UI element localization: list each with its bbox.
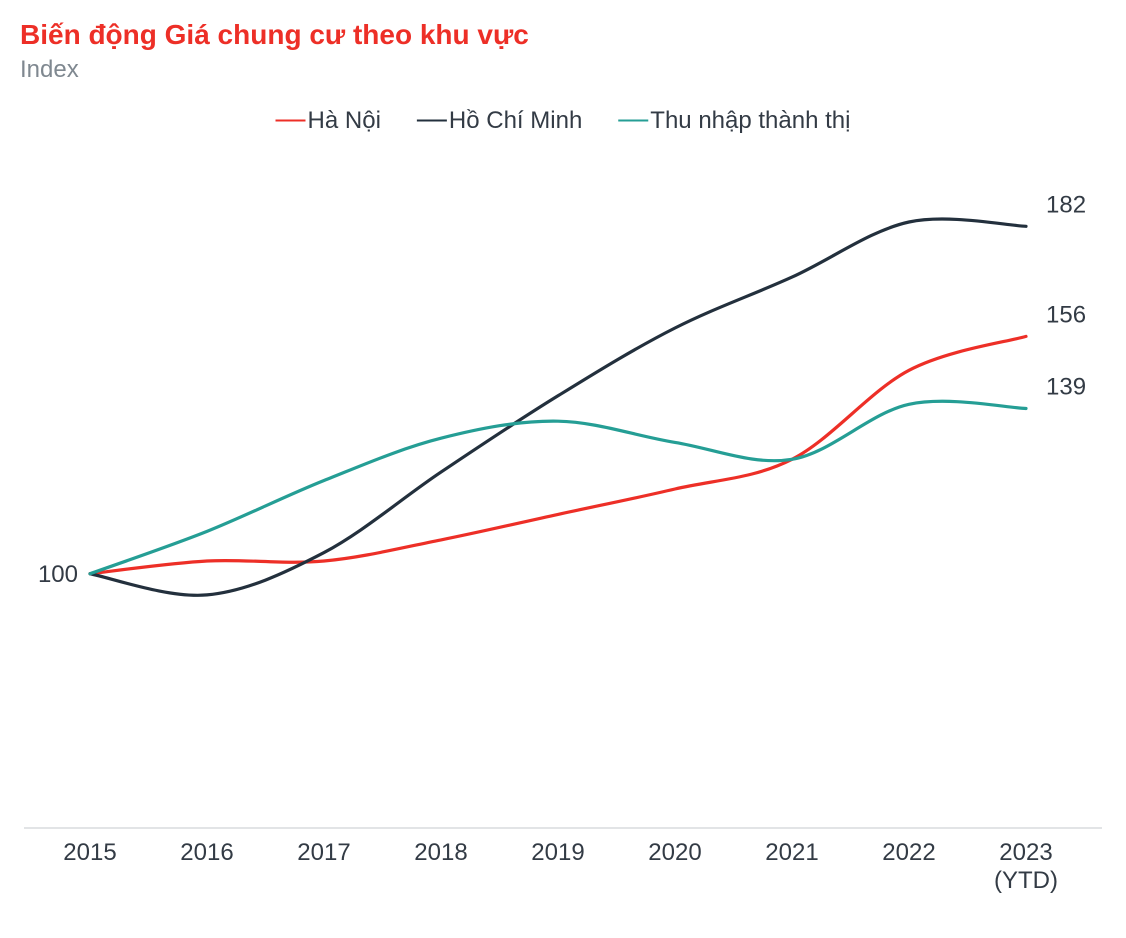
x-tick-label: 2019 bbox=[531, 839, 584, 866]
series-end-label: 182 bbox=[1046, 191, 1086, 218]
chart-title: Biến động Giá chung cư theo khu vực bbox=[20, 18, 1106, 52]
start-value-label: 100 bbox=[38, 561, 78, 588]
x-tick-label: 2015 bbox=[63, 839, 116, 866]
x-tick-label: 2021 bbox=[765, 839, 818, 866]
x-tick-label: 2016 bbox=[180, 839, 233, 866]
legend-item-hanoi: — Hà Nội bbox=[276, 106, 381, 136]
x-tick-label: 2017 bbox=[297, 839, 350, 866]
chart-subtitle: Index bbox=[20, 56, 1106, 84]
series-end-label: 139 bbox=[1046, 373, 1086, 400]
legend-label: Thu nhập thành thị bbox=[650, 107, 850, 135]
legend-swatch: — bbox=[276, 104, 306, 134]
series-end-label: 156 bbox=[1046, 301, 1086, 328]
series-line bbox=[90, 336, 1026, 573]
chart-plot-area: 2015 2016 2017 2018 2019 2020 2021 2022 2023(YTD… bbox=[20, 140, 1106, 918]
line-chart-svg: 2015 2016 2017 2018 2019 2020 2021 2022 2023(YTD… bbox=[20, 140, 1106, 918]
chart-legend: — Hà Nội — Hồ Chí Minh — Thu nhập thành … bbox=[20, 106, 1106, 136]
legend-label: Hà Nội bbox=[308, 107, 381, 135]
x-tick-label: 2022 bbox=[882, 839, 935, 866]
x-tick-label: 2018 bbox=[414, 839, 467, 866]
series-line bbox=[90, 219, 1026, 595]
series-line bbox=[90, 401, 1026, 573]
legend-swatch: — bbox=[417, 104, 447, 134]
x-tick-label: 2023(YTD) bbox=[994, 839, 1058, 894]
legend-swatch: — bbox=[618, 104, 648, 134]
legend-item-income: — Thu nhập thành thị bbox=[618, 106, 850, 136]
legend-item-hcm: — Hồ Chí Minh bbox=[417, 106, 582, 136]
x-tick-label: 2020 bbox=[648, 839, 701, 866]
legend-label: Hồ Chí Minh bbox=[449, 107, 582, 135]
